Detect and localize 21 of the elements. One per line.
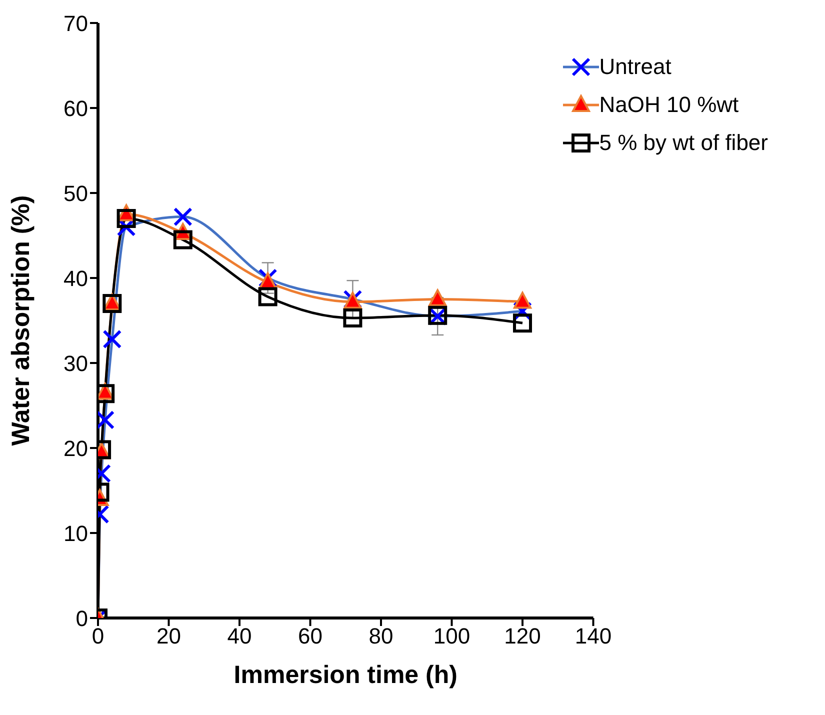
y-tick-label: 60 [64, 96, 88, 121]
y-tick-label: 20 [64, 436, 88, 461]
y-tick-label: 0 [76, 606, 88, 631]
x-tick-label: 120 [504, 624, 541, 649]
x-tick-label: 100 [433, 624, 470, 649]
y-tick-label: 50 [64, 180, 88, 206]
y-tick-label: 10 [64, 520, 88, 546]
legend-label: Untreat [599, 54, 672, 80]
x-tick-label: 40 [227, 624, 252, 649]
x-tick-label: 20 [156, 624, 181, 649]
x-tick-label: 80 [368, 624, 394, 649]
legend-label: 5 % by wt of fiber [599, 130, 768, 156]
x-tick-label: 140 [574, 624, 612, 649]
x-tick-label: 0 [92, 624, 104, 649]
x-axis-title: Immersion time (h) [234, 661, 458, 689]
y-tick-label: 40 [64, 266, 88, 291]
y-axis-title: Water absorption (%) [6, 195, 35, 446]
y-tick-label: 30 [64, 350, 88, 376]
x-tick-label: 60 [298, 624, 322, 649]
y-tick-label: 70 [64, 10, 88, 36]
legend-label: NaOH 10 %wt [599, 92, 739, 118]
